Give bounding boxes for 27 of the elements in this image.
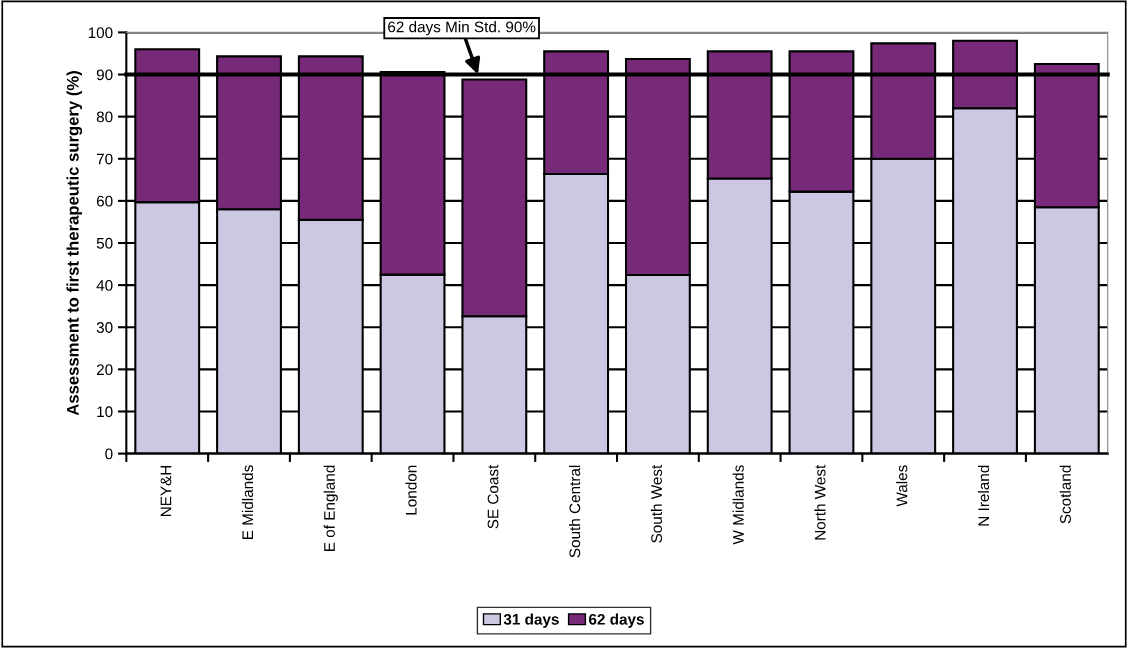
x-tick-label: E of England bbox=[323, 465, 338, 551]
y-tick-label: 10 bbox=[97, 406, 113, 418]
x-tick-label: London bbox=[405, 465, 417, 515]
legend-label: 31 days bbox=[503, 613, 559, 628]
x-tick-label: E Midlands bbox=[241, 465, 254, 540]
ref-line-label: 62 days Min Std. 90% bbox=[388, 21, 536, 36]
x-tick-label: Scotland bbox=[1059, 465, 1071, 524]
legend-label: 62 days bbox=[589, 613, 644, 628]
x-tick-label: South West bbox=[650, 464, 663, 543]
y-tick-label: 50 bbox=[96, 237, 113, 249]
y-axis-title: Assessment to first therapeutic surgery (%) bbox=[66, 71, 83, 416]
y-tick-label: 60 bbox=[96, 195, 113, 207]
y-tick-label: 100 bbox=[88, 27, 113, 39]
x-tick-label: NEY&H bbox=[160, 465, 172, 517]
x-tick-label: SE Coast bbox=[487, 464, 499, 529]
y-tick-label: 0 bbox=[105, 448, 113, 460]
y-tick-label: 70 bbox=[96, 153, 113, 165]
x-tick-label: North West bbox=[814, 464, 826, 540]
y-tick-label: 90 bbox=[96, 69, 113, 81]
x-tick-label: N Ireland bbox=[977, 465, 990, 526]
y-tick-label: 80 bbox=[96, 111, 113, 123]
y-tick-label: 30 bbox=[96, 322, 113, 333]
x-tick-label: South Central bbox=[569, 465, 581, 558]
x-tick-label: Wales bbox=[896, 465, 908, 507]
x-tick-label: W Midlands bbox=[732, 465, 744, 545]
y-tick-label: 20 bbox=[96, 364, 113, 376]
y-tick-label: 40 bbox=[96, 279, 113, 291]
